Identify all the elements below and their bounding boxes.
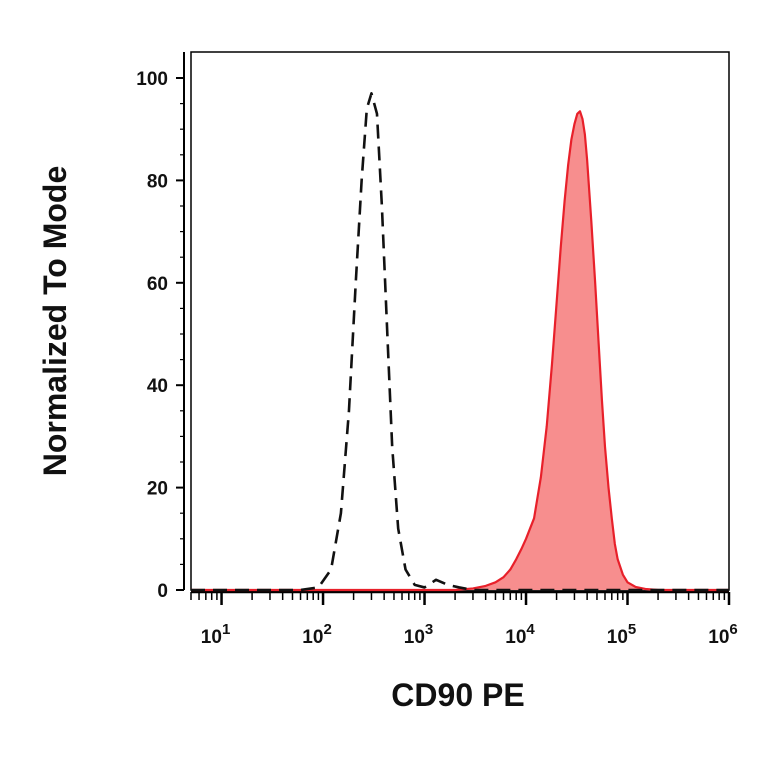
stained-histogram-line [191, 110, 729, 592]
x-axis-title: CD90 PE [391, 677, 524, 713]
stained-histogram-fill [191, 111, 729, 590]
plot-frame [190, 51, 730, 591]
x-tick-label: 104 [505, 621, 535, 648]
series-layer [191, 92, 729, 592]
x-axis: 101 102 103 104 105 106 [190, 590, 738, 648]
y-tick-label: 100 [136, 69, 168, 90]
y-tick-label: 0 [157, 581, 168, 602]
y-tick-label: 20 [147, 479, 168, 500]
x-tick-label: 102 [302, 621, 331, 648]
x-tick-label: 101 [201, 621, 230, 648]
y-tick-label: 40 [147, 376, 168, 397]
x-tick-label: 106 [708, 621, 737, 648]
control-histogram-line [191, 92, 729, 592]
x-tick-label: 105 [607, 621, 636, 648]
x-tick-label: 103 [404, 621, 433, 648]
y-axis-title: Normalized To Mode [37, 166, 73, 477]
y-tick-label: 60 [147, 274, 168, 295]
y-tick-label: 80 [147, 171, 168, 192]
y-axis: 0 20 40 60 80 100 [136, 52, 185, 602]
